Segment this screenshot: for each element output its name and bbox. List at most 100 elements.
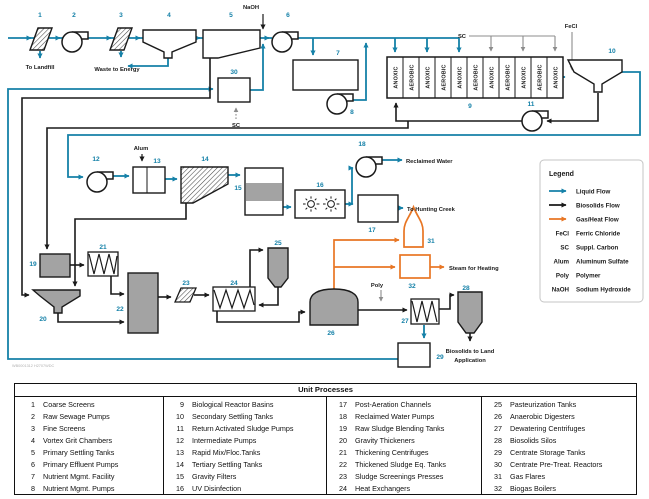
unit-number-31: 31 — [427, 238, 435, 245]
table-row: 27 Dewatering Centrifuges — [494, 424, 586, 434]
unit-2-raw-sewage-pump — [61, 31, 89, 53]
basin-cell-label: ANOXIC — [490, 66, 496, 88]
unit-26-anaerobic-digester — [309, 288, 359, 326]
unit-number-24: 24 — [230, 280, 238, 287]
unit-4-vortex-grit-chamber — [142, 29, 197, 59]
table-row: 1 Coarse Screens — [31, 400, 95, 410]
unit-6-primary-effluent-pump — [271, 31, 299, 53]
table-row: 7 Nutrient Mgmt. Facility — [31, 471, 115, 481]
unit-19-raw-sludge-blending-tank — [39, 253, 71, 278]
primary-sludge-line — [21, 56, 211, 298]
unit-number-8: 8 — [350, 109, 354, 116]
table-row: 18 Reclaimed Water Pumps — [339, 412, 435, 422]
unit-number-2: 2 — [72, 12, 76, 19]
unit-number-14: 14 — [201, 156, 209, 163]
legend-meaning-fecl: Ferric Chloride — [576, 231, 621, 238]
unit-number-7: 7 — [336, 50, 340, 57]
unit-30-centrate-pretreat-reactor — [217, 77, 251, 103]
ras-return-line — [393, 102, 522, 122]
unit-number-9: 9 — [468, 103, 472, 110]
basin-cell-dividers — [402, 57, 548, 98]
table-row: 22 Thickened Sludge Eq. Tanks — [339, 459, 446, 469]
table-row: 21 Thickening Centrifuges — [339, 448, 429, 457]
liquid-flow-lines — [7, 35, 641, 360]
sc-pretreat-label: SC — [232, 123, 241, 129]
biosolids-flow-lines — [21, 14, 599, 342]
unit-25-pasteurization-tank — [267, 247, 289, 288]
legend-abbr-poly: Poly — [556, 273, 570, 280]
basin-cell-label: AEROBIC — [506, 64, 512, 90]
legend-abbr-alum: Alum — [554, 259, 570, 266]
unit-23-sludge-screenings-press — [174, 287, 197, 303]
basin-cell-label: AEROBIC — [538, 64, 544, 90]
table-row: 32 Biogas Boilers — [494, 483, 556, 493]
legend-meaning-poly: Polymer — [576, 273, 601, 280]
legend-abbr-naoh: NaOH — [552, 287, 570, 294]
process-flow-schematic: ANOXIC AEROBIC ANOXIC AEROBIC ANOXIC AER… — [7, 5, 644, 368]
unit-number-27: 27 — [401, 318, 409, 325]
legend-meaning-sc: Suppl. Carbon — [576, 245, 618, 252]
naoh-label: NaOH — [243, 5, 259, 11]
steam-for-heating-label: Steam for Heating — [449, 266, 499, 272]
unit-number-23: 23 — [182, 280, 190, 287]
biosolids-to-land-label-2: Application — [454, 358, 486, 364]
table-row: 5 Primary Settling Tanks — [31, 448, 115, 457]
poly-label: Poly — [371, 283, 384, 289]
to-reclaimed-pump-line — [348, 165, 354, 204]
unit-31-gas-flare — [403, 204, 424, 248]
table-column-3: 17 Post-Aeration Channels 18 Reclaimed Wat… — [326, 397, 481, 494]
biogas-to-flare-line — [333, 237, 400, 290]
unit-number-18: 18 — [358, 141, 366, 148]
table-title: Unit Processes — [15, 384, 636, 397]
unit-number-26: 26 — [327, 330, 335, 337]
unit-28-biosolids-silo — [457, 291, 483, 334]
unit-number-13: 13 — [153, 158, 161, 165]
table-row: 29 Centrate Storage Tanks — [494, 448, 586, 457]
table-row: 26 Anaerobic Digesters — [494, 412, 575, 422]
unit-number-5: 5 — [229, 12, 233, 19]
unit-number-25: 25 — [274, 240, 282, 247]
unit-27-dewatering-centrifuge — [410, 298, 440, 325]
unit-number-16: 16 — [316, 182, 324, 189]
reclaimed-water-label: Reclaimed Water — [406, 159, 453, 165]
table-row: 11 Return Activated Sludge Pumps — [176, 424, 294, 434]
basin-cell-label: AEROBIC — [474, 64, 480, 90]
ras-line — [546, 93, 599, 124]
unit-13-rapid-mix-floc-tank — [132, 166, 166, 194]
unit-number-17: 17 — [368, 227, 376, 234]
legend-biosolids-flow: Biosolids Flow — [576, 203, 620, 210]
unit-processes-table: Unit Processes 1 Coarse Screens 2 Raw Sewa… — [14, 383, 637, 495]
table-row: 15 Gravity Filters — [176, 471, 237, 481]
unit-number-32: 32 — [408, 283, 416, 290]
unit-number-28: 28 — [462, 285, 470, 292]
unit-24-heat-exchanger — [212, 286, 256, 312]
sc-basin-label: SC — [458, 34, 467, 40]
table-row: 10 Secondary Settling Tanks — [176, 412, 273, 422]
table-row: 23 Sludge Screenings Presses — [339, 471, 444, 481]
table-row: 16 UV Disinfection — [176, 483, 242, 493]
unit-number-10: 10 — [608, 48, 616, 55]
table-row: 3 Fine Screens — [31, 424, 86, 434]
stream-labels: To Landfill Waste to Energy NaOH SC Alum… — [12, 5, 578, 368]
basin-cell-label: ANOXIC — [554, 66, 560, 88]
table-row: 31 Gas Flares — [494, 471, 546, 481]
fecl-label: FeCl — [565, 24, 578, 30]
table-row: 4 Vortex Grit Chambers — [31, 436, 113, 446]
biosolids-to-land-label-1: Biosolids to Land — [446, 349, 495, 355]
unit-number-20: 20 — [39, 316, 47, 323]
basin-cell-label: ANOXIC — [458, 66, 464, 88]
centrate-return-line — [7, 86, 398, 360]
unit-29-centrate-storage-tank — [397, 342, 431, 368]
basin-cell-label: AEROBIC — [442, 64, 448, 90]
table-column-4: 25 Pasteurization Tanks 26 Anaerobic Diges… — [481, 397, 635, 494]
unit-number-22: 22 — [116, 306, 124, 313]
unit-5-primary-settling-tank — [202, 29, 261, 59]
unit-7-nutrient-mgmt-facility — [292, 59, 359, 91]
basin-cell-label: AEROBIC — [410, 64, 416, 90]
pretreat-return-line — [250, 43, 266, 91]
table-row: 24 Heat Exchangers — [339, 483, 411, 493]
to-hunting-creek-label: To Hunting Creek — [407, 207, 456, 213]
unit-12-intermediate-pump — [86, 171, 114, 193]
unit-number-19: 19 — [29, 261, 37, 268]
